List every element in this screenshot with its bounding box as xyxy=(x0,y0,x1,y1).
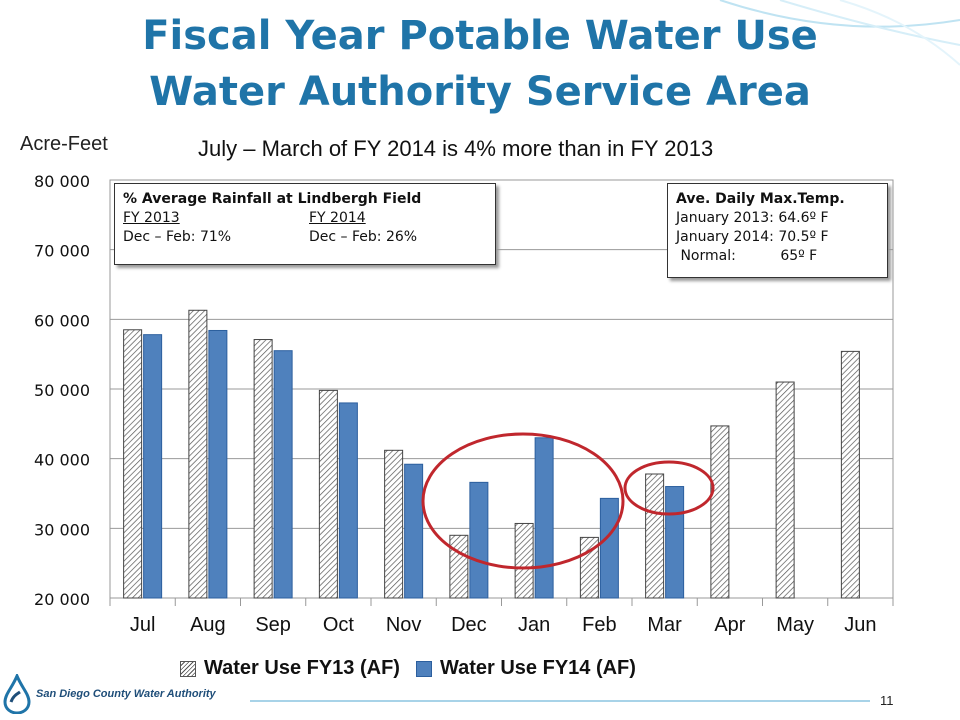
bar-fy13-oct xyxy=(318,389,338,599)
x-tick-label: Sep xyxy=(255,614,291,636)
rainfall-heading: % Average Rainfall at Lindbergh Field xyxy=(123,191,422,207)
temperature-callout-box: Ave. Daily Max.Temp. January 2013: 64.6º… xyxy=(667,183,888,278)
bar-fy13-jun xyxy=(840,350,860,599)
legend-label-fy14: Water Use FY14 (AF) xyxy=(439,657,636,679)
legend-label-fy13: Water Use FY13 (AF) xyxy=(204,657,400,679)
rainfall-fy13-value: Dec – Feb: 71% xyxy=(123,229,232,245)
bar-fy13-nov xyxy=(384,449,404,599)
y-tick-label: 50 000 xyxy=(34,381,90,400)
x-tick-label: Feb xyxy=(582,614,616,636)
y-axis-unit-label: Acre-Feet xyxy=(20,133,108,155)
x-tick-label: May xyxy=(776,614,814,636)
bar-fy14-jan xyxy=(534,437,554,599)
legend-item-fy13: Water Use FY13 (AF) xyxy=(180,657,400,680)
x-tick-label: Dec xyxy=(451,614,487,636)
bar-fy14-oct xyxy=(338,402,358,599)
rainfall-callout-box: % Average Rainfall at Lindbergh Field FY… xyxy=(114,183,496,265)
bar-fy13-aug xyxy=(188,309,208,599)
x-tick-label: Mar xyxy=(647,614,682,636)
slide-title-line2: Water Authority Service Area xyxy=(149,69,811,115)
temperature-jan-2013: January 2013: 64.6º F xyxy=(676,210,829,226)
y-tick-label: 70 000 xyxy=(34,242,90,261)
bar-fy13-dec xyxy=(449,534,469,599)
bar-fy13-sep xyxy=(253,339,273,599)
bar-fy13-mar xyxy=(645,473,665,599)
bar-fy14-aug xyxy=(208,329,228,599)
bar-fy14-sep xyxy=(273,350,293,599)
mar-highlight-circle xyxy=(623,460,715,516)
x-tick-label: Jun xyxy=(844,614,876,636)
slide-title-line1: Fiscal Year Potable Water Use xyxy=(142,13,818,59)
page-number: 11 xyxy=(880,693,894,708)
temperature-normal: Normal: 65º F xyxy=(676,248,818,264)
bar-fy14-feb xyxy=(599,497,619,599)
y-tick-label: 40 000 xyxy=(34,451,90,470)
sdcwa-logo: San Diego County Water Authority xyxy=(2,674,216,714)
rainfall-fy14-value: Dec – Feb: 26% xyxy=(309,229,418,245)
y-tick-label: 30 000 xyxy=(34,520,90,539)
legend-swatch-fy14 xyxy=(415,660,432,677)
logo-text: San Diego County Water Authority xyxy=(36,688,216,700)
header-swoosh-decoration xyxy=(719,0,960,66)
footer-divider xyxy=(250,700,870,702)
x-tick-label: Jul xyxy=(130,614,156,636)
chart-subtitle: July – March of FY 2014 is 4% more than … xyxy=(198,136,714,161)
x-tick-label: Apr xyxy=(714,614,745,636)
water-drop-logo-icon xyxy=(3,674,31,714)
bar-fy13-jan xyxy=(514,522,534,599)
x-tick-label: Jan xyxy=(518,614,550,636)
bar-fy14-dec xyxy=(469,481,489,599)
x-tick-label: Oct xyxy=(323,614,355,636)
bar-fy14-jul xyxy=(143,334,163,599)
bar-fy14-mar xyxy=(665,486,685,599)
rainfall-fy13-label: FY 2013 xyxy=(123,210,180,226)
legend-item-fy14: Water Use FY14 (AF) xyxy=(415,657,636,680)
temperature-heading: Ave. Daily Max.Temp. xyxy=(676,191,845,207)
bar-fy14-nov xyxy=(404,463,424,599)
rainfall-fy14-label: FY 2014 xyxy=(309,210,366,226)
dec-feb-highlight-circle xyxy=(421,432,625,570)
temperature-jan-2014: January 2014: 70.5º F xyxy=(676,229,829,245)
chart-legend: Water Use FY13 (AF) Water Use FY14 (AF) xyxy=(180,657,652,680)
bar-fy13-apr xyxy=(710,425,730,599)
x-tick-label: Nov xyxy=(386,614,422,636)
bar-fy13-may xyxy=(775,381,795,599)
y-tick-label: 80 000 xyxy=(34,172,90,191)
legend-swatch-fy13 xyxy=(180,660,196,677)
y-tick-label: 60 000 xyxy=(34,311,90,330)
x-tick-label: Aug xyxy=(190,614,226,636)
bar-fy13-jul xyxy=(123,329,143,599)
y-tick-label: 20 000 xyxy=(34,590,90,609)
